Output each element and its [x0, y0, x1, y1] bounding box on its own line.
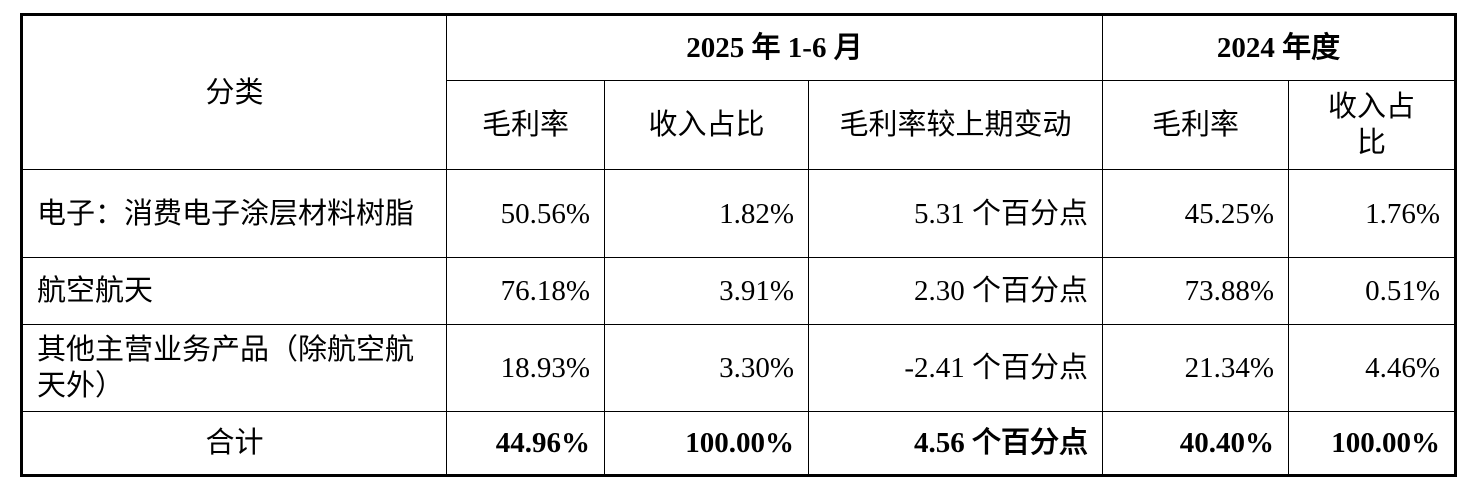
row-label: 航空航天: [21, 257, 447, 325]
header-group: 2025 年 1-6 月: [445, 14, 1104, 81]
header-cell: 收入占比: [604, 80, 809, 170]
header-cell: 毛利率较上期变动: [807, 80, 1104, 170]
cell: 1.76%: [1288, 169, 1457, 258]
row-label: 电子：消费电子涂层材料树脂: [21, 169, 447, 258]
data-table: 分类 2025 年 1-6 月 2024 年度 毛利率 收入占比 毛利率较上期变…: [20, 13, 1458, 477]
cell: 4.46%: [1288, 324, 1457, 412]
table-row: 其他主营业务产品（除航空航天外） 18.93% 3.30% -2.41 个百分点 21.…: [21, 324, 1457, 412]
cell: 4.56 个百分点: [807, 411, 1104, 476]
cell: 100.00%: [604, 411, 809, 476]
cell: 21.34%: [1102, 324, 1290, 412]
table-body: 电子：消费电子涂层材料树脂 50.56% 1.82% 5.31 个百分点 45.25% 1…: [21, 169, 1457, 476]
cell: 50.56%: [446, 169, 605, 258]
total-row: 合计 44.96% 100.00% 4.56 个百分点 40.40% 100.00%: [21, 411, 1457, 476]
cell: 45.25%: [1102, 169, 1290, 258]
cell: 73.88%: [1102, 257, 1290, 325]
cell: 1.82%: [604, 169, 809, 258]
cell: 44.96%: [446, 411, 605, 476]
header-row: 分类 2025 年 1-6 月 2024 年度: [21, 14, 1457, 170]
cell: 3.91%: [604, 257, 809, 325]
header-group: 2024 年度: [1102, 14, 1457, 81]
table-row: 航空航天 76.18% 3.91% 2.30 个百分点 73.88% 0.51%: [21, 257, 1457, 325]
header-cell: 毛利率: [1102, 80, 1290, 170]
cell: 76.18%: [446, 257, 605, 325]
cell: -2.41 个百分点: [807, 324, 1104, 412]
cell: 0.51%: [1288, 257, 1457, 325]
row-label: 其他主营业务产品（除航空航天外）: [21, 324, 447, 412]
header-cell: 毛利率: [446, 80, 605, 170]
header-cell: 收入占比: [1288, 80, 1457, 170]
cell: 100.00%: [1288, 411, 1457, 476]
cell: 18.93%: [446, 324, 605, 412]
table-row: 电子：消费电子涂层材料树脂 50.56% 1.82% 5.31 个百分点 45.25% 1…: [21, 169, 1457, 258]
header-cell: 分类: [21, 14, 447, 170]
cell: 40.40%: [1102, 411, 1290, 476]
row-label: 合计: [21, 411, 447, 476]
cell: 2.30 个百分点: [807, 257, 1104, 325]
cell: 3.30%: [604, 324, 809, 412]
cell: 5.31 个百分点: [807, 169, 1104, 258]
